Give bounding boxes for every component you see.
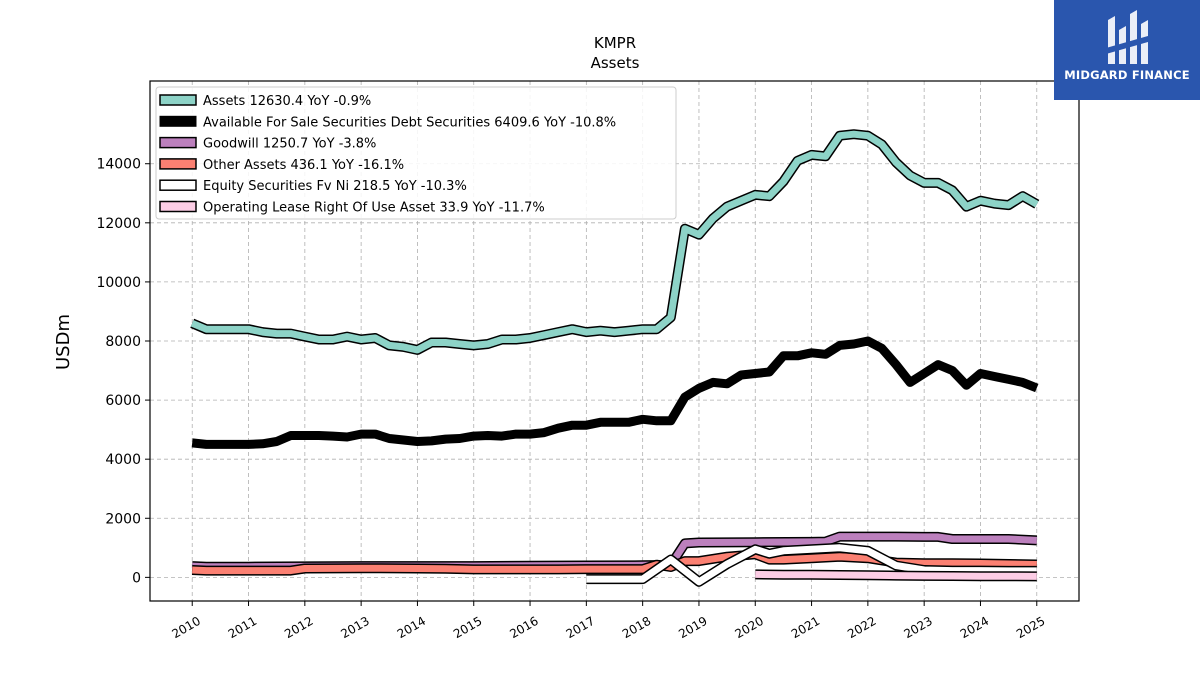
x-tick-label: 2014 [395,614,428,641]
x-tick-label: 2018 [620,614,653,641]
x-tick-label: 2015 [451,614,484,641]
legend-swatch [159,158,197,170]
legend-swatch [159,179,197,191]
x-tick-label: 2020 [733,614,766,641]
legend-box [155,86,677,220]
chart-title: KMPR [594,34,636,52]
legend-entry-label: Available For Sale Securities Debt Secur… [203,115,616,130]
series-line [755,570,1037,580]
y-tick-label: 10000 [96,275,141,291]
brand-logo: MIDGARD FINANCE [1054,0,1200,100]
y-tick-label: 6000 [105,393,141,409]
legend-entry-label: Other Assets 436.1 YoY -16.1% [203,158,404,173]
x-tick-label: 2021 [789,614,822,641]
y-tick-label: 14000 [96,157,141,173]
legend-swatch [159,115,197,127]
chart-subtitle: Assets [591,54,640,72]
legend-swatch [159,136,197,149]
x-tick-label: 2010 [170,614,203,641]
y-tick-label: 8000 [105,334,141,350]
x-tick-label: 2011 [226,614,259,641]
y-axis-label: USDm [53,314,74,370]
y-tick-label: 2000 [105,511,141,527]
x-tick-label: 2022 [845,614,878,641]
x-tick-label: 2019 [676,614,709,641]
y-tick-label: 12000 [96,216,141,232]
x-tick-label: 2024 [958,614,991,641]
y-tick-label: 4000 [105,452,141,468]
legend-entry-label: Goodwill 1250.7 YoY -3.8% [203,137,376,152]
legend-entry-label: Assets 12630.4 YoY -0.9% [203,94,371,109]
x-tick-label: 2017 [564,614,597,641]
brand-name: MIDGARD FINANCE [1064,68,1190,82]
brand-mark-icon [1106,10,1148,64]
x-tick-label: 2025 [1014,614,1047,641]
legend-swatch [159,200,197,213]
series-layer [190,129,1040,587]
x-tick-label: 2016 [507,614,540,641]
y-tick-label: 0 [132,570,141,586]
x-tick-label: 2013 [338,614,371,641]
legend: Assets 12630.4 YoY -0.9% Available For Sa… [155,86,677,220]
series-line [190,130,1039,354]
legend-swatch [159,94,197,106]
x-tick-label: 2023 [901,614,934,641]
series-line [586,544,1037,586]
legend-entry-label: Equity Securities Fv Ni 218.5 YoY -10.3% [203,179,467,194]
x-tick-label: 2012 [282,614,315,641]
legend-entry-label: Operating Lease Right Of Use Asset 33.9 … [203,201,545,216]
series-line [191,336,1039,449]
